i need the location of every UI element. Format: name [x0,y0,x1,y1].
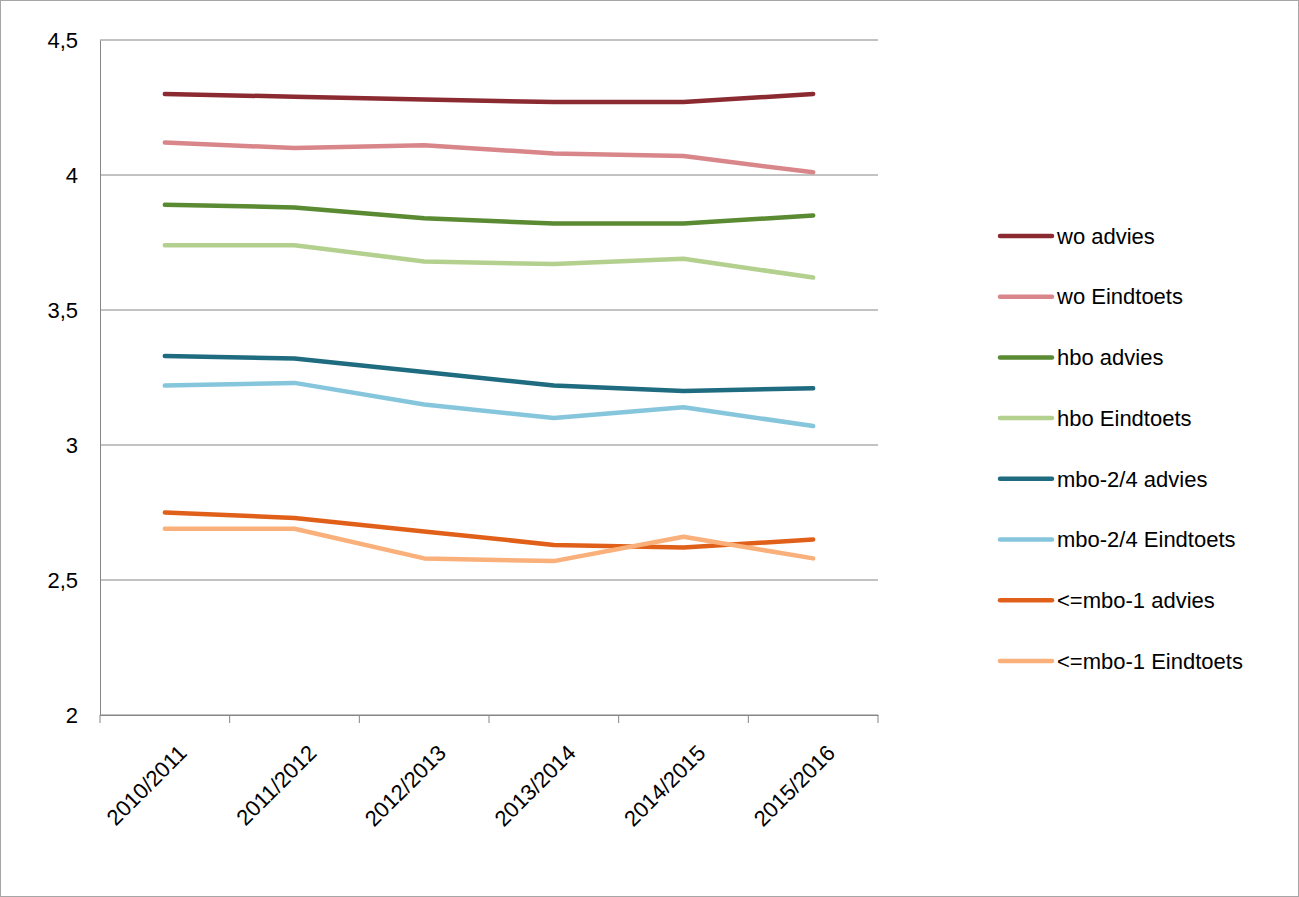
y-tick: 4 [66,163,100,188]
grid [100,40,878,715]
legend-label: <=mbo-1 advies [1057,588,1215,613]
series-line [165,529,813,561]
y-tick-label: 4,5 [47,28,78,53]
legend-swatch [1000,234,1052,239]
y-tick-label: 2 [66,703,78,728]
series-line [165,94,813,102]
legend-label: hbo advies [1057,345,1163,370]
legend-swatch [1000,416,1052,421]
legend-label: mbo-2/4 Eindtoets [1057,527,1236,552]
y-tick: 2 [66,703,100,728]
x-axis: 2010/2011 2011/2012 2012/2013 2013/2014 2014… [101,715,879,831]
legend-label: mbo-2/4 advies [1057,467,1207,492]
x-tick: 2010/2011 [102,715,192,830]
legend-label: hbo Eindtoets [1057,406,1192,431]
y-tick: 3,5 [47,298,100,323]
x-tick: 2014/2015 [619,715,710,831]
grid-line [100,175,878,176]
legend-swatch [1000,659,1052,664]
x-separator [618,715,619,723]
x-separator [489,715,490,723]
x-tick: 2011/2012 [231,715,321,830]
x-separator [229,715,230,723]
grid-line [100,40,878,41]
x-tick-label: 2015/2016 [749,740,840,831]
y-tick-label: 3,5 [47,298,78,323]
legend-label: wo advies [1056,224,1155,249]
x-tick-label: 2013/2014 [489,740,580,831]
legend-swatch [1000,355,1052,360]
legend-label: wo Eindtoets [1056,284,1183,309]
series-line [165,383,813,426]
legend-swatch [1000,598,1052,603]
x-tick-label: 2014/2015 [619,740,710,831]
legend: wo advies wo Eindtoets hbo advies hbo Eindt… [1000,224,1243,674]
y-tick: 2,5 [47,568,100,593]
y-tick: 3 [66,433,100,458]
x-separator [878,715,879,723]
y-tick-label: 3 [66,433,78,458]
legend-swatch [1000,537,1052,542]
series-line [165,143,813,173]
x-separator [100,715,101,723]
x-tick-label: 2012/2013 [360,740,451,831]
x-separator [748,715,749,723]
x-separator [359,715,360,723]
x-tick: 2013/2014 [489,715,580,831]
y-axis: 2 2,5 3 3,5 4 4,5 [47,28,100,728]
legend-swatch [1000,294,1052,299]
y-tick-label: 4 [66,163,78,188]
y-tick: 4,5 [47,28,100,53]
lines [165,94,813,561]
x-tick: 2015/2016 [749,715,840,831]
legend-swatch [1000,477,1052,482]
x-tick-label: 2010/2011 [102,740,192,830]
grid-line [100,580,878,581]
x-separators [100,715,878,723]
x-tick: 2012/2013 [360,715,451,831]
chart: 22,533,544,52010/20112011/20122012/20132… [0,0,1299,897]
frame [1,1,1299,897]
grid-line [100,310,878,311]
y-tick-label: 2,5 [47,568,78,593]
series-line [165,205,813,224]
x-tick-label: 2011/2012 [231,740,321,830]
legend-label: <=mbo-1 Eindtoets [1057,649,1243,674]
series-line [165,245,813,277]
y-axis-line [100,41,101,716]
grid-line [100,445,878,446]
